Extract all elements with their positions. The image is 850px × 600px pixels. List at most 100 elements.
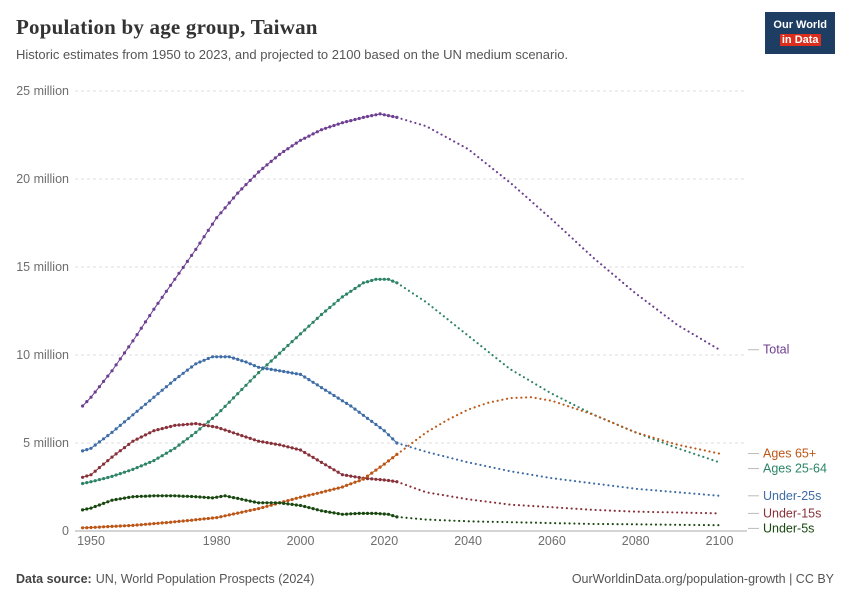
data-point[interactable] (357, 479, 361, 483)
data-point[interactable] (386, 459, 391, 463)
data-point[interactable] (85, 448, 89, 452)
series-under-25s-projection-line[interactable] (395, 441, 721, 497)
series-under-5s[interactable] (81, 494, 721, 527)
data-point[interactable] (307, 493, 311, 497)
data-point[interactable] (311, 320, 315, 324)
data-point[interactable] (332, 393, 336, 398)
data-point[interactable] (319, 386, 324, 390)
data-point[interactable] (118, 423, 122, 427)
data-point[interactable] (278, 501, 282, 505)
data-point[interactable] (139, 464, 143, 468)
data-point[interactable] (135, 437, 139, 441)
data-point[interactable] (353, 407, 357, 411)
data-point[interactable] (365, 511, 370, 515)
data-point[interactable] (131, 523, 135, 527)
data-point[interactable] (370, 511, 374, 515)
data-point[interactable] (122, 496, 127, 500)
data-point[interactable] (181, 371, 185, 375)
data-point[interactable] (156, 456, 160, 460)
data-point[interactable] (227, 495, 231, 499)
data-point[interactable] (194, 422, 198, 426)
data-point[interactable] (340, 473, 344, 477)
data-point[interactable] (345, 401, 349, 405)
data-point[interactable] (365, 474, 370, 478)
data-point[interactable] (391, 437, 395, 441)
data-point[interactable] (152, 459, 156, 463)
data-point[interactable] (298, 448, 303, 452)
series-under-25s[interactable] (81, 355, 721, 497)
series-under-25s-historic-line[interactable] (82, 356, 398, 452)
data-point[interactable] (298, 138, 303, 142)
footer-credit[interactable]: OurWorldinData.org/population-growth | C… (571, 572, 834, 586)
data-point[interactable] (244, 509, 248, 513)
data-point[interactable] (148, 522, 152, 526)
data-point[interactable] (286, 499, 290, 503)
data-point[interactable] (315, 458, 319, 462)
data-point[interactable] (336, 512, 340, 516)
data-point[interactable] (374, 468, 378, 472)
data-point[interactable] (139, 406, 143, 410)
data-point[interactable] (210, 516, 215, 520)
data-point[interactable] (236, 511, 240, 515)
data-point[interactable] (160, 454, 164, 458)
data-point[interactable] (215, 425, 219, 429)
data-point[interactable] (257, 371, 261, 375)
data-point[interactable] (303, 328, 307, 332)
data-point[interactable] (319, 312, 324, 317)
data-point[interactable] (378, 426, 382, 430)
data-point[interactable] (349, 119, 353, 123)
data-point[interactable] (361, 511, 365, 515)
data-point[interactable] (81, 508, 85, 512)
data-point[interactable] (374, 113, 378, 117)
data-point[interactable] (303, 375, 307, 379)
data-point[interactable] (106, 374, 110, 378)
data-point[interactable] (357, 511, 361, 515)
data-point[interactable] (160, 427, 164, 431)
data-point[interactable] (223, 206, 227, 210)
data-point[interactable] (139, 523, 143, 527)
data-point[interactable] (349, 512, 353, 516)
data-point[interactable] (127, 416, 131, 420)
data-point[interactable] (248, 178, 252, 182)
data-point[interactable] (143, 320, 148, 324)
data-point[interactable] (114, 427, 118, 431)
data-point[interactable] (315, 383, 319, 387)
data-point[interactable] (227, 201, 231, 205)
data-point[interactable] (294, 372, 298, 376)
data-point[interactable] (311, 507, 315, 511)
data-point[interactable] (190, 365, 194, 369)
data-point[interactable] (261, 505, 265, 510)
data-point[interactable] (102, 462, 106, 466)
data-point[interactable] (336, 396, 340, 400)
data-point[interactable] (152, 494, 156, 498)
data-point[interactable] (290, 144, 294, 148)
data-point[interactable] (143, 433, 148, 437)
data-point[interactable] (118, 449, 122, 453)
data-point[interactable] (353, 475, 357, 479)
data-point[interactable] (345, 120, 349, 124)
data-point[interactable] (382, 277, 386, 281)
data-point[interactable] (177, 374, 181, 379)
data-point[interactable] (93, 525, 97, 529)
data-point[interactable] (365, 416, 370, 420)
data-point[interactable] (93, 390, 97, 394)
data-point[interactable] (181, 494, 185, 498)
data-point[interactable] (324, 509, 328, 514)
data-point[interactable] (206, 496, 210, 500)
data-point[interactable] (219, 211, 223, 215)
data-point[interactable] (198, 495, 202, 499)
series-ages-25-64-historic-line[interactable] (82, 278, 398, 484)
data-point[interactable] (324, 463, 328, 467)
data-point[interactable] (164, 289, 168, 293)
data-point[interactable] (269, 159, 273, 163)
data-point[interactable] (190, 253, 194, 257)
data-point[interactable] (273, 368, 277, 372)
data-point[interactable] (223, 514, 227, 518)
data-point[interactable] (131, 467, 135, 471)
data-point[interactable] (215, 216, 219, 220)
data-point[interactable] (391, 114, 395, 119)
data-point[interactable] (106, 525, 110, 529)
data-point[interactable] (386, 433, 391, 437)
data-point[interactable] (252, 364, 256, 368)
data-point[interactable] (319, 490, 324, 494)
